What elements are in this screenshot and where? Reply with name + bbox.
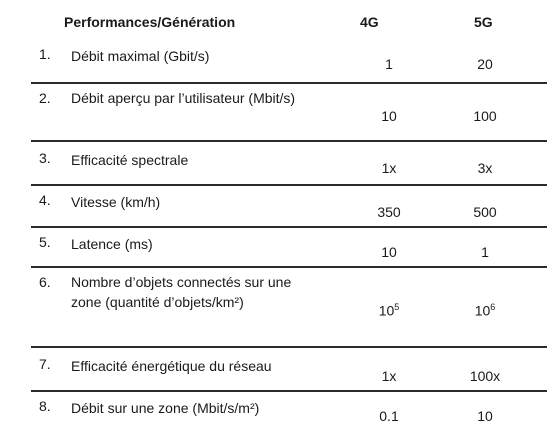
value-5g: 100	[473, 108, 497, 124]
value-4g: 105	[359, 302, 419, 319]
row-number: 1.	[39, 46, 51, 62]
row-label: Débit maximal (Gbit/s)	[71, 48, 210, 64]
header-4g: 4G	[360, 14, 379, 30]
header-performance: Performances/Génération	[64, 14, 236, 30]
value-4g-base: 10	[378, 302, 395, 319]
row-divider	[31, 346, 547, 348]
row-label: Vitesse (km/h)	[71, 194, 161, 210]
value-4g: 350	[377, 204, 401, 220]
value-5g: 1	[481, 244, 489, 260]
value-5g-base: 10	[474, 302, 491, 319]
row-label: Débit aperçu par l’utilisateur (Mbit/s)	[71, 90, 296, 106]
table-row: 5. Latence (ms) 10 1	[31, 230, 547, 268]
value-5g: 106	[455, 302, 515, 319]
row-label: Efficacité spectrale	[71, 152, 189, 168]
row-divider	[31, 140, 547, 142]
table-row: 3. Efficacité spectrale 1x 3x	[31, 146, 547, 186]
value-4g: 10	[381, 244, 397, 260]
table-row: 2. Débit aperçu par l’utilisateur (Mbit/…	[31, 86, 547, 142]
value-4g: 1x	[381, 160, 397, 176]
row-number: 4.	[39, 192, 51, 208]
value-4g: 1x	[381, 368, 397, 384]
row-number: 6.	[39, 274, 51, 290]
value-4g: 10	[381, 108, 397, 124]
row-number: 7.	[39, 356, 51, 372]
row-number: 5.	[39, 234, 51, 250]
row-divider	[31, 226, 547, 228]
value-5g-exponent: 6	[490, 302, 496, 312]
value-4g: 0.1	[379, 408, 399, 424]
table-row: 8. Débit sur une zone (Mbit/s/m²) 0.1 10	[31, 394, 547, 432]
table-row: 6. Nombre d’objets connectés sur une zon…	[31, 272, 547, 348]
header-5g: 5G	[474, 14, 493, 30]
value-5g: 10	[477, 408, 493, 424]
row-label: Latence (ms)	[71, 236, 153, 252]
table-row: 7. Efficacité énergétique du réseau 1x 1…	[31, 352, 547, 392]
row-divider	[31, 82, 547, 84]
row-divider	[31, 266, 547, 268]
row-number: 2.	[39, 90, 51, 106]
value-5g: 20	[477, 56, 493, 72]
row-number: 8.	[39, 398, 51, 414]
value-4g-exponent: 5	[394, 302, 400, 312]
value-5g: 100x	[469, 368, 501, 384]
row-divider	[31, 390, 547, 392]
row-number: 3.	[39, 150, 51, 166]
value-5g: 3x	[477, 160, 493, 176]
row-label: Nombre d’objets connectés sur une zone (…	[71, 274, 292, 310]
value-4g: 1	[385, 56, 393, 72]
table-row: 1. Débit maximal (Gbit/s) 1 20	[31, 44, 547, 84]
row-divider	[31, 184, 547, 186]
table-row: 4. Vitesse (km/h) 350 500	[31, 188, 547, 228]
row-label: Débit sur une zone (Mbit/s/m²)	[71, 400, 260, 416]
value-5g: 500	[473, 204, 497, 220]
row-label: Efficacité énergétique du réseau	[71, 358, 272, 374]
